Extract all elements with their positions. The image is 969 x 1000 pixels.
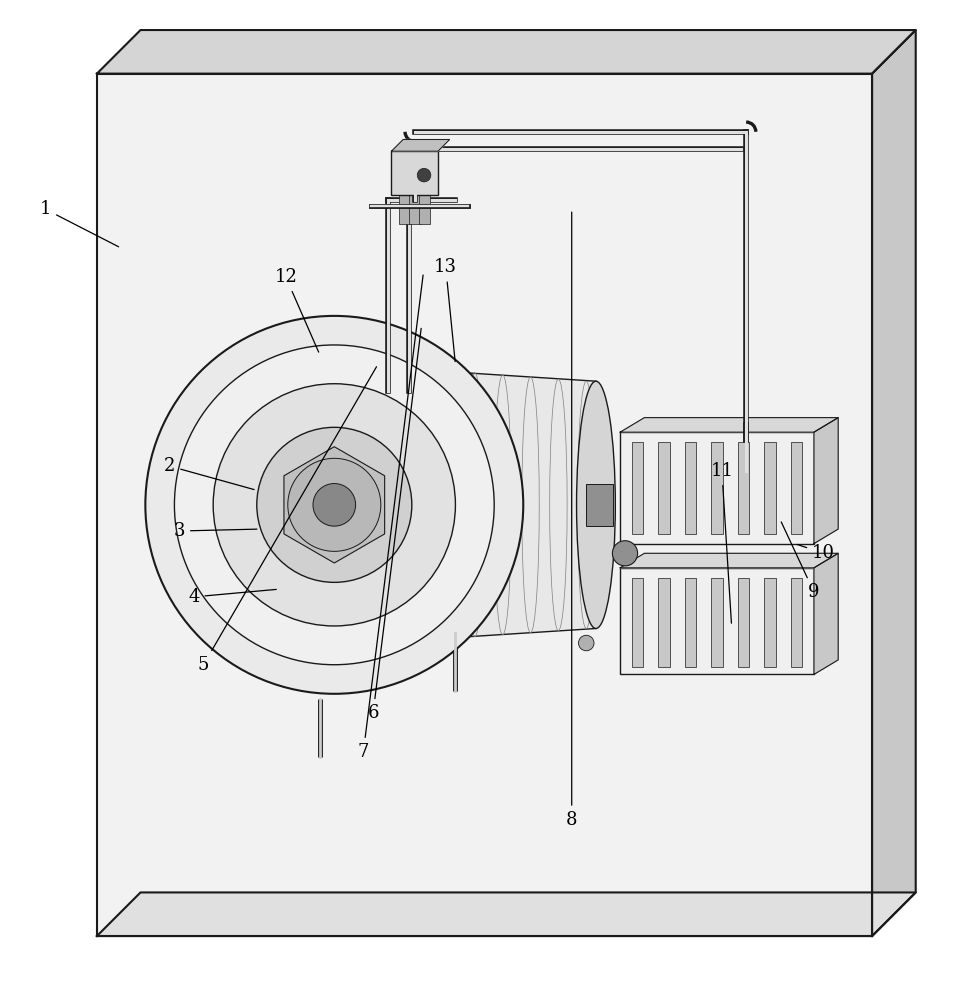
Polygon shape xyxy=(97,30,916,74)
Bar xyxy=(632,442,643,534)
Bar xyxy=(586,484,613,526)
Circle shape xyxy=(612,541,638,566)
Bar xyxy=(791,442,802,534)
Polygon shape xyxy=(391,140,450,151)
Circle shape xyxy=(145,316,523,694)
Bar xyxy=(737,442,749,534)
Polygon shape xyxy=(872,30,916,936)
Text: 5: 5 xyxy=(198,367,377,674)
Polygon shape xyxy=(284,447,385,563)
Text: 1: 1 xyxy=(40,200,118,247)
Bar xyxy=(711,578,723,667)
Bar xyxy=(620,568,814,674)
Text: 10: 10 xyxy=(797,544,835,562)
Text: 7: 7 xyxy=(358,275,423,761)
Text: 4: 4 xyxy=(188,588,276,606)
Polygon shape xyxy=(814,553,838,674)
Bar xyxy=(409,187,421,224)
Text: 8: 8 xyxy=(566,212,578,829)
Polygon shape xyxy=(620,553,838,568)
Bar xyxy=(711,442,723,534)
Text: 12: 12 xyxy=(274,268,319,352)
Text: 11: 11 xyxy=(710,462,734,623)
Text: 6: 6 xyxy=(367,328,422,722)
Circle shape xyxy=(578,635,594,651)
Bar xyxy=(791,578,802,667)
Text: 2: 2 xyxy=(164,457,254,490)
Text: 13: 13 xyxy=(434,258,457,362)
Polygon shape xyxy=(97,74,872,936)
Bar xyxy=(620,432,814,544)
Circle shape xyxy=(257,427,412,582)
Bar xyxy=(391,151,438,195)
Bar xyxy=(658,442,670,534)
Bar xyxy=(737,578,749,667)
Ellipse shape xyxy=(577,381,615,628)
Polygon shape xyxy=(620,418,838,432)
Polygon shape xyxy=(814,418,838,544)
Circle shape xyxy=(288,458,381,551)
Polygon shape xyxy=(334,364,596,645)
Bar xyxy=(765,578,776,667)
Polygon shape xyxy=(97,892,916,936)
Bar xyxy=(658,578,670,667)
Bar xyxy=(419,187,430,224)
Text: 3: 3 xyxy=(173,522,257,540)
Circle shape xyxy=(213,384,455,626)
Bar xyxy=(685,578,697,667)
Bar xyxy=(399,187,411,224)
Text: 9: 9 xyxy=(781,522,820,601)
Bar xyxy=(685,442,697,534)
Bar xyxy=(765,442,776,534)
Circle shape xyxy=(174,345,494,665)
Circle shape xyxy=(418,168,431,182)
Circle shape xyxy=(313,484,356,526)
Bar xyxy=(632,578,643,667)
